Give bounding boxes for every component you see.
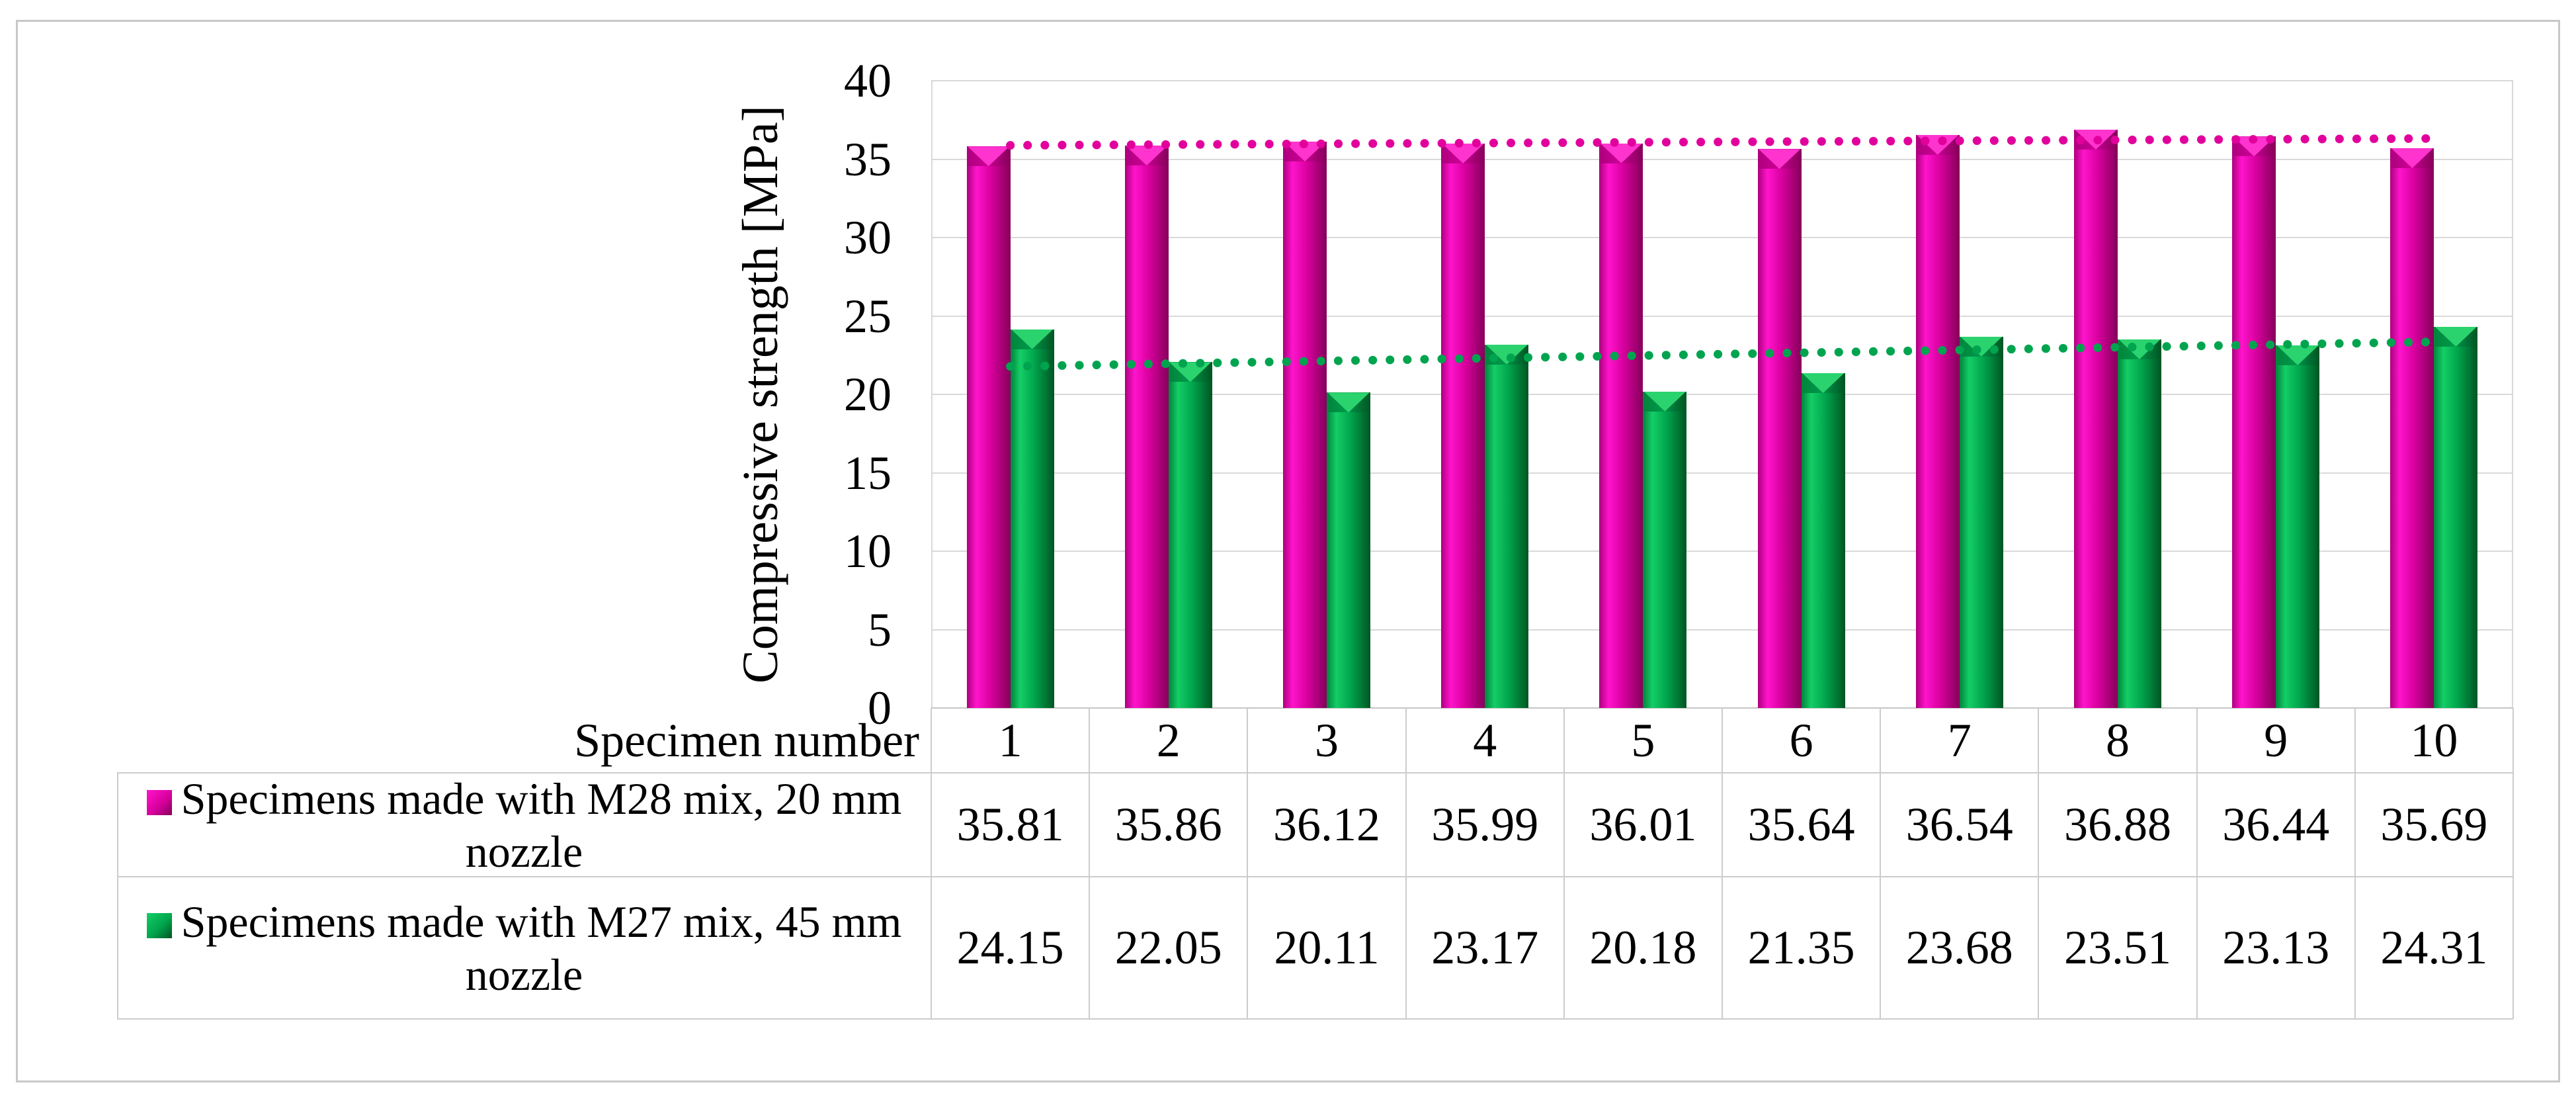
bar-series-1-cat-3 — [1283, 141, 1327, 708]
value-cell-series-2: 20.18 — [1589, 921, 1697, 974]
y-axis-tick-label: 20 — [844, 368, 892, 421]
value-cell-series-1: 36.88 — [2063, 798, 2171, 851]
value-cell-series-1: 35.81 — [956, 798, 1064, 851]
y-axis-tick-label: 35 — [844, 132, 892, 186]
value-cell-series-1: 35.69 — [2380, 798, 2488, 851]
legend-cell-series-2: Specimens made with M27 mix, 45 mm nozzl… — [117, 877, 931, 1019]
bar-series-2-cat-3 — [1327, 392, 1370, 708]
bar-series-1-cat-9 — [2232, 136, 2276, 708]
gridline — [931, 472, 2513, 474]
gridline — [931, 158, 2513, 160]
bar-series-2-cat-5 — [1643, 391, 1687, 708]
bar-series-1-cat-6 — [1757, 149, 1802, 708]
bar-series-2-cat-2 — [1168, 362, 1212, 708]
gridline — [931, 394, 2513, 395]
table-col-border — [1722, 708, 1723, 1019]
value-cell-series-1: 36.54 — [1905, 798, 2013, 851]
bar-series-1-cat-5 — [1599, 143, 1643, 708]
table-col-border — [1880, 708, 1882, 1019]
gridline — [931, 629, 2513, 631]
table-col-border — [2513, 708, 2514, 1019]
y-axis-tick-label: 25 — [844, 289, 892, 343]
plot-left-border — [931, 81, 933, 708]
category-header-cell: 8 — [2105, 713, 2130, 767]
y-axis-tick-label: 30 — [844, 211, 892, 264]
y-axis-tick-label: 5 — [868, 603, 892, 656]
bar-series-2-cat-6 — [1801, 373, 1845, 708]
legend-swatch-series-2 — [146, 912, 172, 938]
legend-label-series-1: Specimens made with M28 mix, 20 mm nozzl… — [124, 772, 925, 878]
table-col-border — [2196, 708, 2198, 1019]
bar-series-2-cat-7 — [1959, 336, 2003, 708]
value-cell-series-1: 36.12 — [1272, 798, 1380, 851]
gridline — [931, 80, 2513, 81]
value-cell-series-2: 20.11 — [1274, 921, 1380, 974]
category-header-cell: 5 — [1631, 713, 1655, 767]
y-axis-tick-label: 40 — [844, 54, 892, 107]
trendline-series-2 — [1006, 337, 2438, 371]
value-cell-series-2: 23.13 — [2222, 921, 2330, 974]
bar-series-2-cat-1 — [1010, 329, 1054, 708]
table-col-border — [1405, 708, 1407, 1019]
table-col-border — [2354, 708, 2356, 1019]
x-axis-row-header: Specimen number — [574, 713, 919, 767]
bar-series-1-cat-8 — [2074, 129, 2118, 708]
legend-swatch-series-1 — [146, 789, 172, 815]
category-header-cell: 3 — [1314, 713, 1339, 767]
table-col-border — [2038, 708, 2040, 1019]
category-header-cell: 10 — [2410, 713, 2458, 767]
table-col-border — [931, 708, 932, 1019]
value-cell-series-2: 22.05 — [1114, 921, 1222, 974]
bar-series-2-cat-10 — [2434, 326, 2478, 708]
gridline — [931, 237, 2513, 238]
bar-series-1-cat-10 — [2390, 148, 2434, 708]
y-axis-tick-label: 0 — [868, 682, 892, 734]
bar-series-2-cat-9 — [2276, 345, 2320, 708]
category-header-cell: 1 — [998, 713, 1022, 767]
value-cell-series-2: 24.15 — [956, 921, 1064, 974]
bar-series-1-cat-1 — [966, 146, 1011, 708]
bar-series-2-cat-8 — [2118, 339, 2161, 708]
bar-series-1-cat-4 — [1441, 144, 1485, 708]
category-header-cell: 7 — [1947, 713, 1972, 767]
table-col-border — [1563, 708, 1565, 1019]
value-cell-series-1: 35.99 — [1431, 798, 1539, 851]
value-cell-series-1: 36.01 — [1589, 798, 1697, 851]
category-header-cell: 6 — [1789, 713, 1813, 767]
y-axis-tick-label: 15 — [844, 446, 892, 500]
gridline — [931, 550, 2513, 552]
table-col-border — [1247, 708, 1249, 1019]
bar-series-2-cat-4 — [1485, 344, 1529, 708]
value-cell-series-1: 35.86 — [1114, 798, 1222, 851]
y-axis-tick-label: 10 — [844, 525, 892, 578]
table-left-border — [117, 773, 118, 1019]
category-header-cell: 2 — [1156, 713, 1181, 767]
value-cell-series-2: 23.17 — [1431, 921, 1539, 974]
value-cell-series-1: 35.64 — [1747, 798, 1855, 851]
value-cell-series-2: 24.31 — [2380, 921, 2488, 974]
value-cell-series-2: 23.68 — [1905, 921, 2013, 974]
category-header-cell: 9 — [2264, 713, 2288, 767]
gridline — [931, 315, 2513, 317]
trendline-series-1 — [1006, 134, 2438, 150]
legend-cell-series-1: Specimens made with M28 mix, 20 mm nozzl… — [117, 773, 931, 877]
value-cell-series-2: 21.35 — [1747, 921, 1855, 974]
bar-series-1-cat-7 — [1915, 135, 1960, 708]
table-row-border — [117, 772, 2513, 773]
table-row-border — [117, 1018, 2513, 1020]
table-row-border — [117, 876, 2513, 877]
table-col-border — [1089, 708, 1091, 1019]
category-header-cell: 4 — [1473, 713, 1497, 767]
legend-label-series-2: Specimens made with M27 mix, 45 mm nozzl… — [124, 895, 925, 1001]
value-cell-series-2: 23.51 — [2063, 921, 2171, 974]
bar-series-1-cat-2 — [1124, 146, 1169, 708]
plot-right-border — [2512, 81, 2513, 708]
value-cell-series-1: 36.44 — [2222, 798, 2330, 851]
